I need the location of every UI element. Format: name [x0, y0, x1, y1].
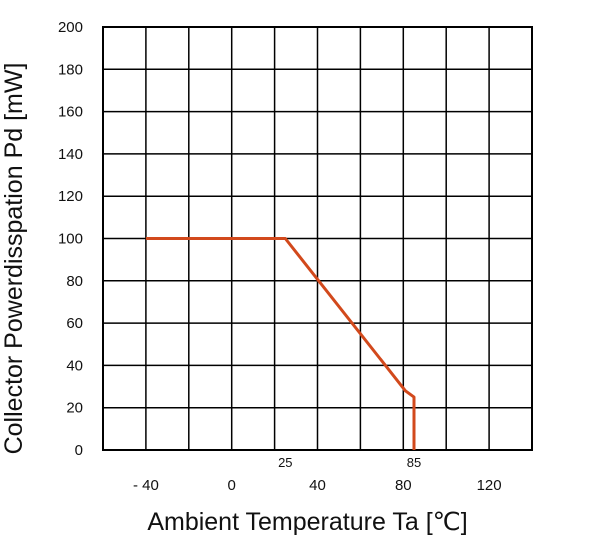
x-annotation-label: 25	[278, 455, 292, 470]
derating-curve	[145, 237, 416, 450]
x-tick-label: 40	[309, 477, 326, 494]
y-tick-labels: 0 20 40 60 80 100 120 140 160 180 200	[58, 19, 83, 459]
y-axis-label: Collector Powerdisspation Pd [mW]	[0, 63, 28, 455]
y-tick-label: 180	[58, 61, 83, 78]
x-tick-label: 0	[228, 477, 236, 494]
series-group	[145, 237, 416, 450]
x-annotation-labels: 25 85	[278, 455, 421, 470]
x-tick-labels: - 40 0 40 80 120	[133, 477, 502, 494]
x-tick-label: 80	[395, 477, 412, 494]
y-tick-label: 100	[58, 231, 83, 248]
plot-frame	[102, 26, 533, 451]
y-tick-label: 160	[58, 104, 83, 121]
y-tick-label: 80	[66, 273, 83, 290]
x-annotation-label: 85	[407, 455, 421, 470]
y-tick-label: 140	[58, 146, 83, 163]
x-tick-label: 120	[477, 477, 502, 494]
y-tick-label: 60	[66, 315, 83, 332]
x-tick-label: - 40	[133, 477, 159, 494]
y-tick-label: 120	[58, 188, 83, 205]
x-axis-label: Ambient Temperature Ta [℃]	[147, 508, 467, 536]
y-tick-label: 200	[58, 19, 83, 36]
y-tick-label: 20	[66, 400, 83, 417]
y-tick-label: 0	[75, 442, 83, 459]
y-tick-label: 40	[66, 357, 83, 374]
